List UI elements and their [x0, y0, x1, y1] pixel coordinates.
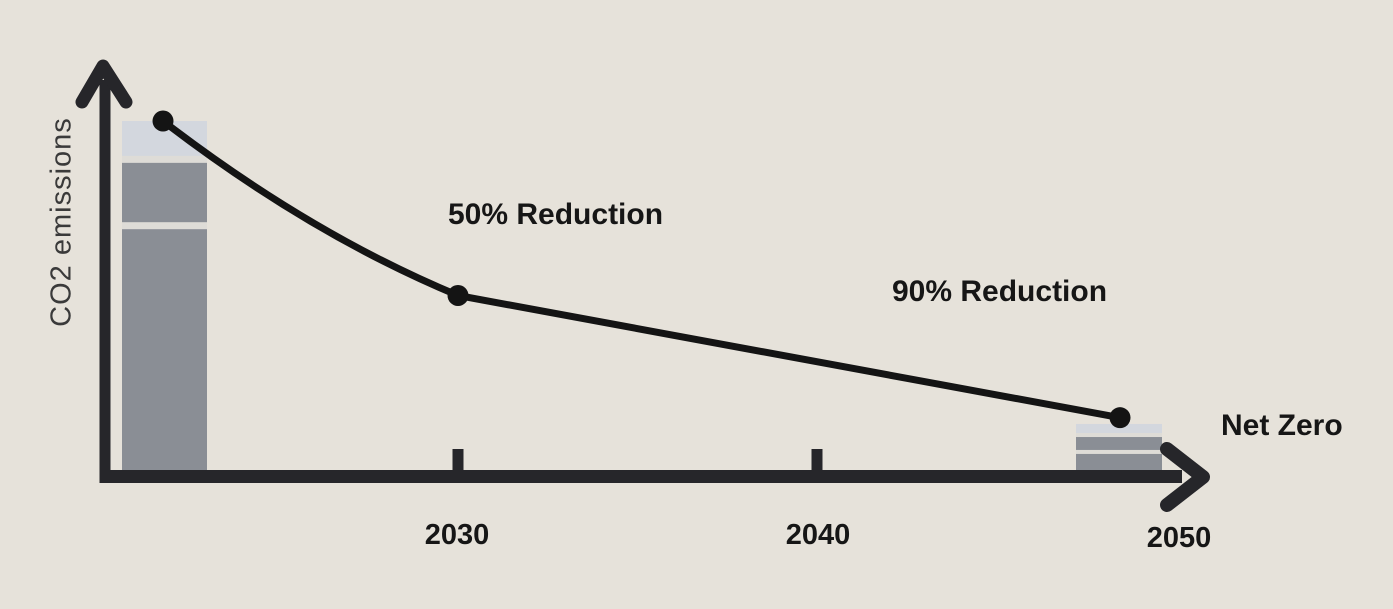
residual-emissions-bar	[1076, 423, 1162, 470]
annotation-net-zero: Net Zero	[1221, 409, 1343, 442]
annotation-50-percent-reduction: 50% Reduction	[448, 198, 664, 231]
axes	[75, 59, 1210, 512]
current-emissions-bar-segment-1	[122, 162, 207, 223]
data-point-2030	[447, 285, 469, 306]
y-axis-arrow-icon	[75, 59, 133, 109]
annotation-90-percent-reduction: 90% Reduction	[892, 275, 1108, 308]
data-point-2050	[1109, 407, 1131, 429]
emissions-trend-line	[159, 117, 1124, 422]
residual-emissions-bar-segment-0	[1076, 453, 1162, 470]
x-axis-arrow-icon	[1160, 442, 1210, 512]
current-emissions-bar	[122, 120, 207, 471]
residual-emissions-bar-segment-2	[1076, 423, 1162, 434]
x-tick-label-2030: 2030	[424, 519, 490, 551]
data-point-start	[152, 110, 174, 132]
x-tick-label-2050: 2050	[1146, 522, 1212, 554]
x-tick-label-2040: 2040	[785, 519, 851, 551]
current-emissions-bar-segment-0	[122, 229, 207, 470]
co2-emissions-pathway	[152, 110, 1131, 429]
y-axis-label: CO2 emissions	[45, 117, 78, 327]
residual-emissions-bar-segment-1	[1076, 437, 1162, 450]
emission-bars	[122, 120, 1162, 471]
